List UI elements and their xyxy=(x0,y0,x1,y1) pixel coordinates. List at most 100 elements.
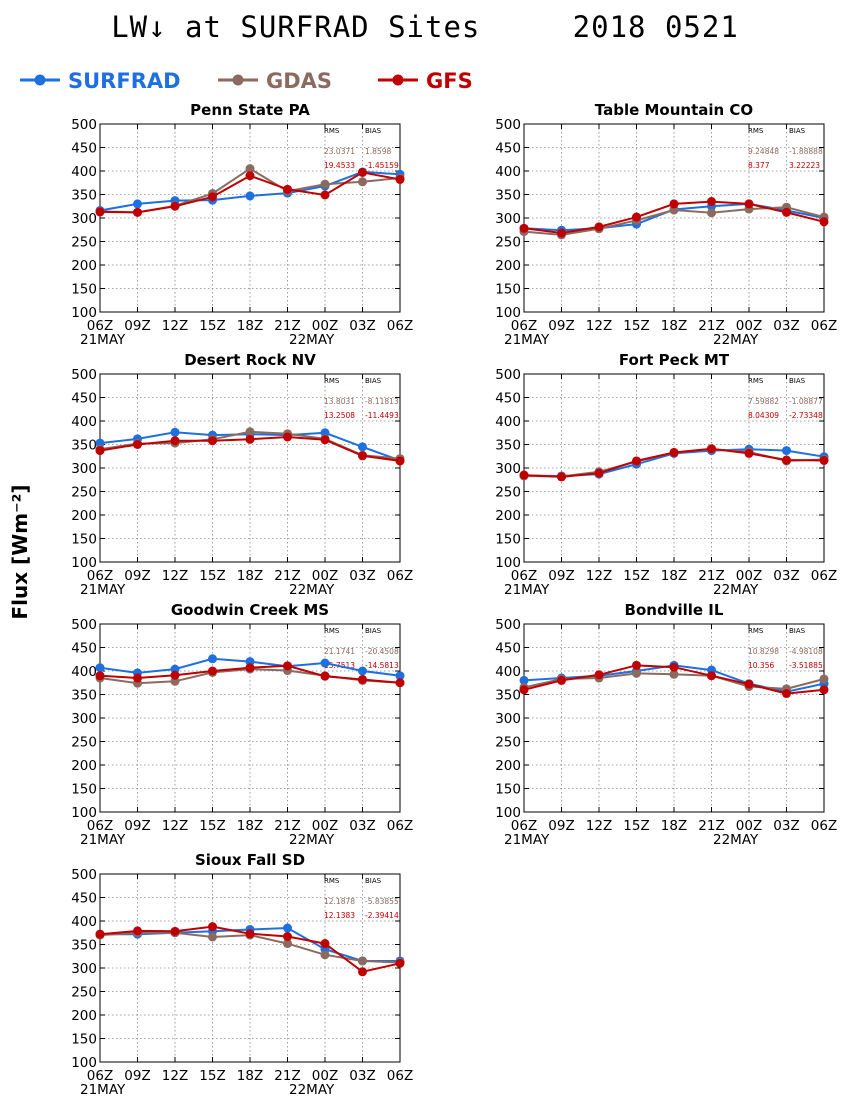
stats-header-rms: RMS xyxy=(324,127,340,135)
x-tick-label: 06Z xyxy=(87,818,113,834)
data-point-gfs xyxy=(133,673,142,683)
x-tick-label: 12Z xyxy=(162,1068,188,1084)
chart-panel-desert-rock-nv: Desert Rock NV 100 150 200 250 300 350 400 450 50… xyxy=(71,351,413,598)
y-tick-label: 150 xyxy=(495,532,521,548)
y-tick-label: 350 xyxy=(71,438,97,454)
x-tick-label: 18Z xyxy=(661,568,687,584)
stats-gdas-rms: 10.8298 xyxy=(748,647,779,656)
date-label: 22MAY xyxy=(713,582,759,598)
legend-item-gdas: GDAS xyxy=(218,69,332,93)
y-tick-label: 250 xyxy=(495,735,521,751)
data-point-gfs xyxy=(557,675,566,685)
data-point-gfs xyxy=(358,451,367,461)
x-tick-label: 09Z xyxy=(548,818,574,834)
x-tick-label: 09Z xyxy=(124,818,150,834)
x-tick-label: 00Z xyxy=(312,818,338,834)
data-point-gdas xyxy=(245,164,255,174)
data-point-gfs xyxy=(208,922,217,932)
x-tick-label: 06Z xyxy=(811,568,837,584)
stats-gdas-rms: 9.24848 xyxy=(748,147,779,156)
y-tick-label: 200 xyxy=(495,508,521,524)
x-tick-label: 18Z xyxy=(237,318,263,334)
data-point-surfrad xyxy=(519,675,529,685)
y-tick-label: 400 xyxy=(71,414,97,430)
legend-label: SURFRAD xyxy=(68,69,181,93)
y-tick-label: 500 xyxy=(71,867,97,883)
y-tick-label: 300 xyxy=(71,461,97,477)
x-tick-label: 21Z xyxy=(274,818,300,834)
x-tick-label: 12Z xyxy=(586,818,612,834)
date-label: 22MAY xyxy=(289,582,335,598)
figure-title: LW↓ at SURFRAD Sites 2018 0521 xyxy=(111,10,739,44)
y-tick-label: 400 xyxy=(495,664,521,680)
data-point-gfs xyxy=(632,456,641,466)
y-tick-label: 500 xyxy=(495,617,521,633)
stats-gfs-rms: 19.4533 xyxy=(324,161,355,170)
legend-item-gfs: GFS xyxy=(378,69,473,93)
x-tick-label: 09Z xyxy=(548,318,574,334)
panel-title: Goodwin Creek MS xyxy=(171,601,329,619)
data-point-gfs xyxy=(519,223,529,233)
data-point-gdas xyxy=(208,932,217,942)
data-point-gfs xyxy=(782,455,791,465)
y-tick-label: 300 xyxy=(71,211,97,227)
data-point-gfs xyxy=(707,671,716,681)
y-tick-label: 450 xyxy=(71,391,97,407)
x-tick-label: 18Z xyxy=(237,1068,263,1084)
chart-panel-fort-peck-mt: Fort Peck MT 100 150 200 250 300 350 400 450 500 0… xyxy=(495,351,837,598)
data-point-gdas xyxy=(283,939,292,949)
data-point-gfs xyxy=(395,174,405,184)
data-point-gfs xyxy=(557,228,566,238)
x-tick-label: 00Z xyxy=(312,1068,338,1084)
x-tick-label: 09Z xyxy=(124,318,150,334)
data-point-gfs xyxy=(133,207,142,217)
stats-header-bias: BIAS xyxy=(365,877,382,885)
panel-title: Bondville IL xyxy=(625,601,724,619)
y-tick-label: 450 xyxy=(495,641,521,657)
date-label: 22MAY xyxy=(713,332,759,348)
y-tick-label: 400 xyxy=(71,914,97,930)
data-point-gfs xyxy=(669,447,679,457)
x-tick-label: 12Z xyxy=(586,318,612,334)
data-point-gfs xyxy=(245,663,255,673)
stats-header-bias: BIAS xyxy=(365,627,382,635)
legend-label: GFS xyxy=(426,69,473,93)
x-tick-label: 09Z xyxy=(124,568,150,584)
stats-gfs-rms: 12.1383 xyxy=(324,911,355,920)
stats-gfs-bias: -14.5813 xyxy=(365,661,399,670)
date-label: 21MAY xyxy=(504,832,550,848)
x-tick-label: 21Z xyxy=(698,818,724,834)
data-point-gdas xyxy=(320,950,330,960)
stats-gfs-rms: 8.04309 xyxy=(748,411,779,420)
x-tick-label: 00Z xyxy=(736,318,762,334)
y-tick-label: 100 xyxy=(71,555,97,571)
data-point-gfs xyxy=(782,689,791,699)
y-tick-label: 450 xyxy=(495,391,521,407)
data-point-gfs xyxy=(557,472,566,482)
data-point-surfrad xyxy=(283,923,292,933)
x-tick-label: 03Z xyxy=(349,1068,375,1084)
stats-gdas-bias: -1.08877 xyxy=(789,397,823,406)
data-point-gdas xyxy=(358,956,367,966)
data-point-gfs xyxy=(170,201,180,211)
stats-gdas-rms: 7.59882 xyxy=(748,397,779,406)
data-point-surfrad xyxy=(358,442,367,452)
data-point-gfs xyxy=(707,444,716,454)
y-tick-label: 150 xyxy=(495,282,521,298)
stats-gdas-bias: -1.88888 xyxy=(789,147,823,156)
data-point-gfs xyxy=(669,199,679,209)
data-point-gfs xyxy=(632,660,641,670)
stats-gfs-bias: -2.39414 xyxy=(365,911,399,920)
data-point-gfs xyxy=(245,929,255,939)
y-tick-label: 350 xyxy=(495,188,521,204)
y-tick-label: 200 xyxy=(71,258,97,274)
data-point-surfrad xyxy=(95,663,105,673)
stats-header-rms: RMS xyxy=(324,627,340,635)
y-tick-label: 300 xyxy=(71,961,97,977)
data-point-gfs xyxy=(95,671,105,681)
data-point-gdas xyxy=(632,668,641,678)
data-point-surfrad xyxy=(208,654,217,664)
y-tick-label: 500 xyxy=(71,117,97,133)
x-tick-label: 15Z xyxy=(199,818,225,834)
data-point-gfs xyxy=(744,448,754,458)
